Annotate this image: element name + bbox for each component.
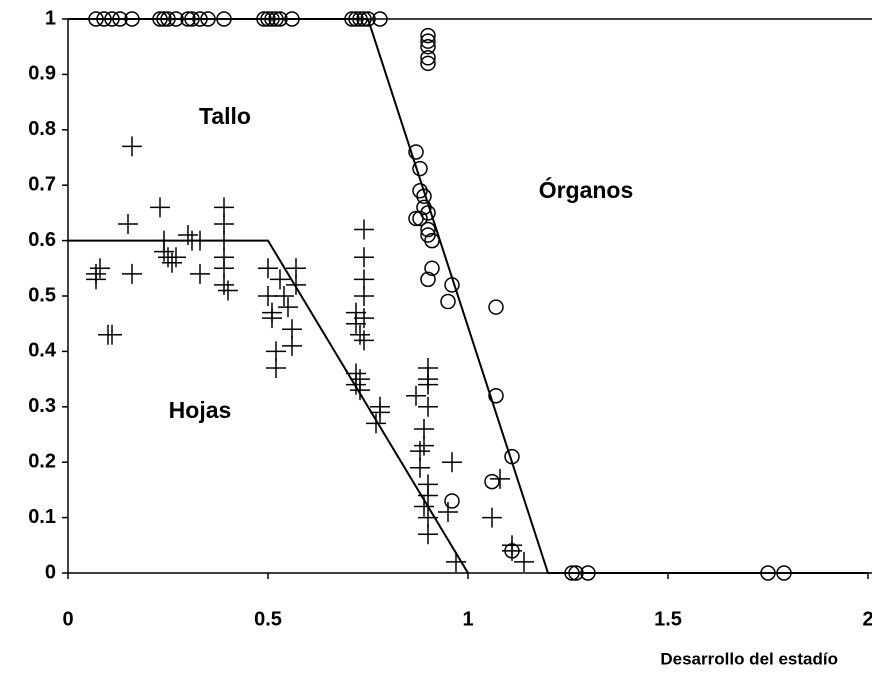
y-tick-label: 0.5 [28,284,56,306]
circle-point [424,260,440,277]
circle-point [444,493,460,509]
circle-point [488,299,504,315]
y-tick-label: 0 [45,561,56,583]
x-tick-label: 1 [462,608,473,630]
plus-point [118,213,138,234]
circle-point [412,160,428,177]
y-tick-label: 0.8 [28,118,56,140]
circle-point [420,221,436,238]
plus-point [514,551,534,572]
plus-point [490,468,510,489]
x-tick-label: 0 [62,608,73,630]
circle-point [412,210,428,227]
region-label: Órganos [539,176,634,203]
y-tick-label: 0.1 [28,506,56,528]
plus-point [122,263,142,284]
plus-point [258,258,278,279]
plus-point [438,502,458,523]
y-tick-label: 0.7 [28,173,56,195]
plus-point [102,324,122,345]
plus-point [366,413,386,434]
circle-point [420,227,436,243]
circle-point [420,50,436,66]
region-label: Hojas [169,397,232,423]
boundary-line [68,18,868,574]
plus-point [354,219,374,240]
y-tick-label: 0.9 [28,63,56,85]
plus-point [482,507,502,528]
plus-point [354,247,374,268]
plus-point [166,247,186,268]
plus-point [370,402,390,423]
plus-point [90,258,110,279]
plus-point [442,452,462,473]
plus-point [86,269,106,290]
x-tick-label: 2 [862,608,872,630]
plus-point [414,435,434,456]
plus-point [446,551,466,572]
x-axis-label: Desarrollo del estadío [660,649,838,668]
plus-point [406,385,426,406]
plus-point [154,241,174,262]
plus-point [286,274,306,295]
plus-point [190,263,210,284]
circle-point [420,38,436,55]
circle-point [484,473,500,490]
y-tick-label: 0.6 [28,229,56,251]
plus-point [350,380,370,401]
region-label: Tallo [199,103,251,129]
plus-point [278,297,298,318]
circle-point [420,271,436,288]
plus-point [262,308,282,329]
circle-point [372,11,388,27]
x-tick-label: 1.5 [654,608,682,630]
circle-point [420,33,436,49]
plus-point [274,286,294,306]
circle-point [440,293,456,310]
plus-point [122,136,142,157]
y-tick-label: 1 [45,7,56,29]
plus-point [346,313,366,334]
plus-point [266,358,286,379]
plus-point [354,330,374,351]
plus-point [418,396,438,417]
plus-point [150,197,170,218]
plus-point [418,524,438,545]
circle-point [504,543,520,559]
plus-point [354,308,374,329]
plus-point [418,374,438,395]
plus-point [354,286,374,306]
y-tick-label: 0.2 [28,450,56,472]
circle-point [408,144,424,160]
circle-point [488,387,504,404]
boundary-line [68,239,469,574]
plus-point [350,324,370,345]
y-tick-label: 0.3 [28,395,56,417]
plus-point [162,252,182,273]
plus-point [346,374,366,395]
plus-point [218,280,238,301]
plus-point [282,335,302,356]
plus-point [214,274,234,295]
circle-point [420,55,436,72]
x-tick-label: 0.5 [254,608,282,630]
plus-point [178,225,198,246]
circle-point [420,27,436,44]
plus-point [410,457,430,478]
y-tick-label: 0.4 [28,340,57,362]
plus-point [270,269,290,290]
